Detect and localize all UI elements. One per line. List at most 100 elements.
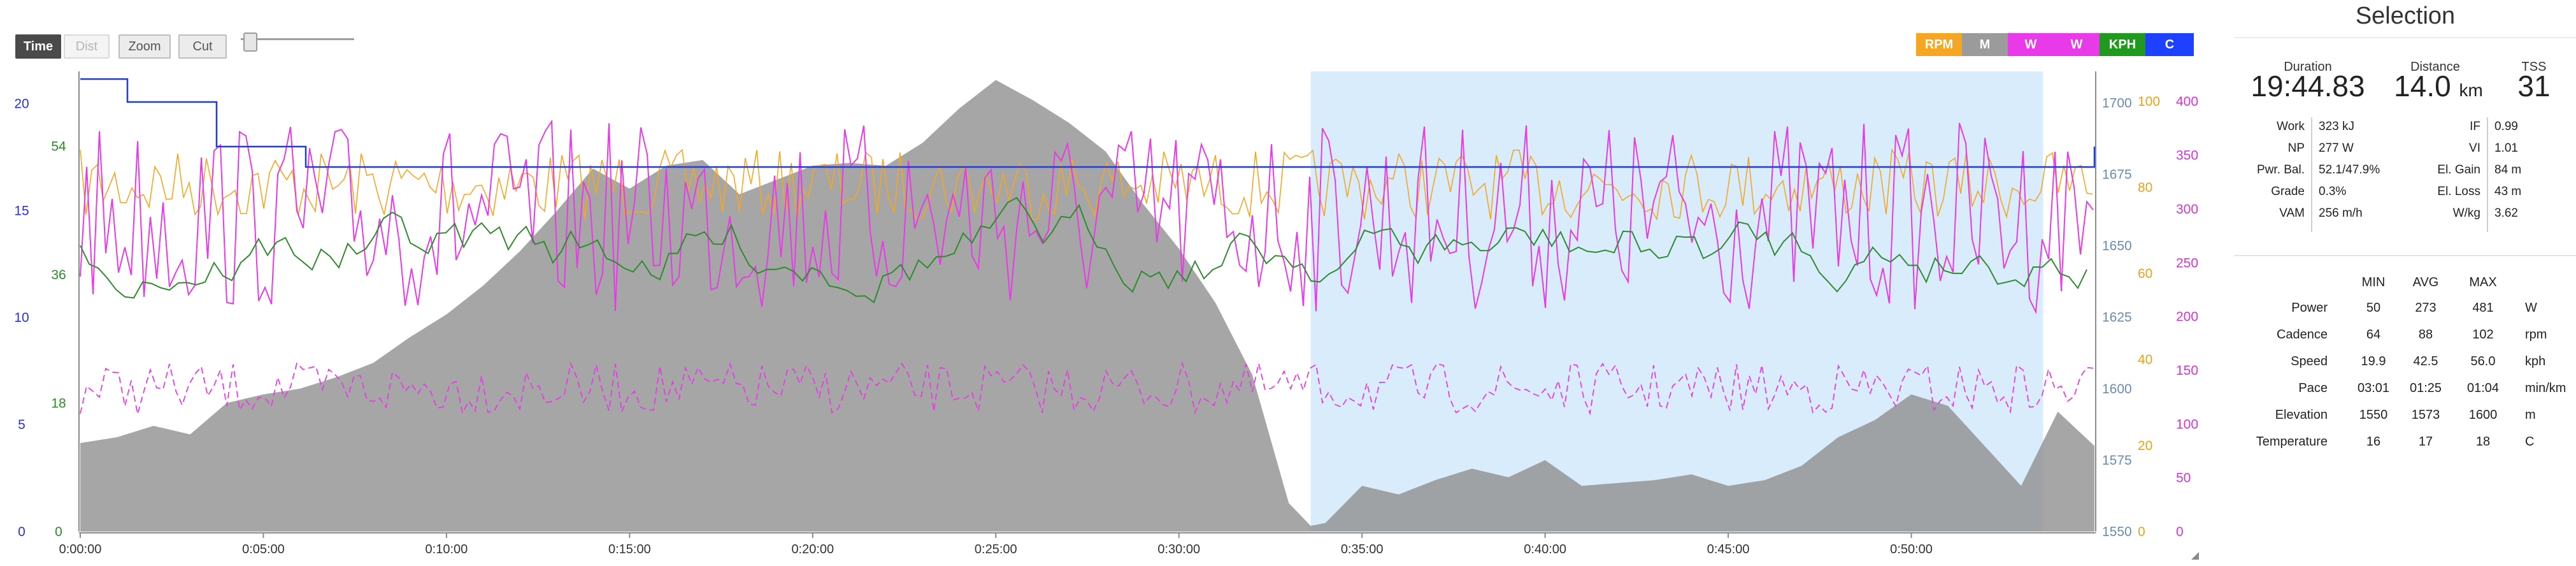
legend-temperature-toggle[interactable]: C [2145,33,2194,56]
cadence_rpm-tick-label: 40 [2138,352,2152,367]
duration-label: Duration [2284,60,2332,74]
distance-label: Distance [2410,60,2460,74]
legend-power-balance-toggle[interactable]: W [2054,33,2100,56]
selection-title: Selection [2355,3,2456,29]
x-tick-label: 0:45:00 [1707,542,1750,556]
cut-button[interactable]: Cut [178,34,227,59]
cadence-trace [80,148,2093,221]
stats-row-label: Speed [2291,354,2328,368]
duration-value: 19:44.83 [2250,69,2365,103]
metric-label: El. Loss [2437,185,2480,198]
x-tick-label: 0:15:00 [608,542,651,556]
power_w-tick-label: 400 [2176,94,2198,109]
zoom-slider-thumb[interactable] [243,33,257,52]
stats-avg: 88 [2418,328,2433,342]
distance-unit: km [2459,80,2483,100]
x-tick-label: 0:00:00 [59,542,102,556]
temperature_C-tick-label: 10 [14,310,29,325]
zoom-slider-track[interactable] [241,38,354,40]
stats-min: 1550 [2359,408,2388,422]
stats-row-label: Elevation [2275,408,2328,422]
stats-min: 19.9 [2361,354,2386,368]
power-trace [80,119,2094,315]
resize-grip-icon[interactable] [2191,552,2199,560]
stats-unit: m [2525,408,2536,422]
stats-header: MAX [2469,275,2497,289]
elevation_m-tick-label: 1600 [2102,382,2132,396]
distance-axis-button[interactable]: Dist [64,34,110,59]
elevation_m-tick-label: 1700 [2102,96,2132,110]
stats-min: 03:01 [2357,381,2390,395]
legend-speed-toggle[interactable]: KPH [2100,33,2145,56]
stats-avg: 17 [2418,435,2433,449]
stats-unit: min/km [2525,381,2566,395]
x-tick-label: 0:35:00 [1341,542,1384,556]
distance-value: 14.0 km [2394,69,2483,103]
metric-value: 43 m [2494,185,2522,198]
legend-power-toggle[interactable]: W [2008,33,2054,56]
stats-min: 64 [2366,328,2381,342]
speed_kph-tick-label: 36 [51,268,66,282]
metric-label: W/kg [2452,207,2480,220]
temperature_C-tick-label: 0 [18,525,25,539]
x-tick-label: 0:30:00 [1157,542,1200,556]
power_w-tick-label: 50 [2176,471,2191,486]
metric-label: Work [2277,120,2305,133]
stats-avg: 1573 [2411,408,2440,422]
cadence_rpm-tick-label: 60 [2138,266,2152,281]
stats-max: 481 [2472,301,2494,315]
stats-max: 102 [2472,328,2494,342]
stats-row-label: Power [2291,301,2328,315]
metric-label: El. Gain [2437,163,2480,177]
metric-value: 323 kJ [2319,120,2354,133]
cadence_rpm-tick-label: 0 [2138,525,2145,539]
stats-header: MIN [2361,275,2386,289]
power_w-tick-label: 300 [2176,202,2198,217]
speed_kph-tick-label: 18 [51,396,66,411]
metric-label: VAM [2279,207,2305,220]
stats-unit: C [2525,435,2535,449]
temperature_C-tick-label: 5 [18,417,25,432]
x-tick-label: 0:50:00 [1890,542,1933,556]
metric-label: Grade [2271,185,2305,198]
metric-value: 3.62 [2494,207,2518,220]
speed_kph-tick-label: 0 [55,525,62,539]
legend-cadence-toggle[interactable]: RPM [1916,33,1962,56]
power_w-tick-label: 0 [2176,525,2184,539]
metric-value: 0.3% [2319,185,2347,198]
zoom-button[interactable]: Zoom [118,34,171,59]
stats-header: AVG [2412,275,2439,289]
elevation_m-tick-label: 1675 [2102,167,2132,182]
metric-value: 84 m [2494,163,2522,177]
activity-chart[interactable]: 0510152001836541550157516001625165016751… [0,0,2229,566]
power_w-tick-label: 150 [2176,363,2198,378]
elevation-area [80,80,2094,532]
stats-row-label: Pace [2298,381,2328,395]
title-divider [2235,37,2576,38]
legend-elevation-toggle[interactable]: M [1962,33,2008,56]
stats-max: 1600 [2468,408,2498,422]
metric-label: IF [2470,120,2480,133]
time-axis-button[interactable]: Time [15,34,61,59]
speed_kph-tick-label: 54 [51,140,66,154]
stats-unit: W [2525,301,2537,315]
metric-value: 52.1/47.9% [2319,163,2380,177]
cadence_rpm-tick-label: 100 [2138,94,2160,109]
stats-avg: 42.5 [2413,354,2438,368]
stats-avg: 273 [2415,301,2436,315]
elevation_m-tick-label: 1625 [2102,310,2132,325]
power_w-tick-label: 100 [2176,417,2198,432]
stats-max: 18 [2475,435,2491,449]
stats-row-label: Temperature [2256,435,2328,449]
tss-value: 31 [2517,69,2551,103]
metrics-divider-right [2487,117,2488,232]
cadence_rpm-tick-label: 80 [2138,180,2152,195]
selection-panel: Selection Duration 19:44.83 Distance 14.… [2235,0,2576,566]
x-tick-label: 0:25:00 [975,542,1017,556]
elevation_m-tick-label: 1575 [2102,453,2132,468]
power_w-tick-label: 350 [2176,149,2198,163]
stats-unit: kph [2525,354,2546,368]
metric-label: NP [2287,142,2305,155]
elevation_m-tick-label: 1650 [2102,239,2132,254]
metric-label: VI [2469,142,2480,155]
